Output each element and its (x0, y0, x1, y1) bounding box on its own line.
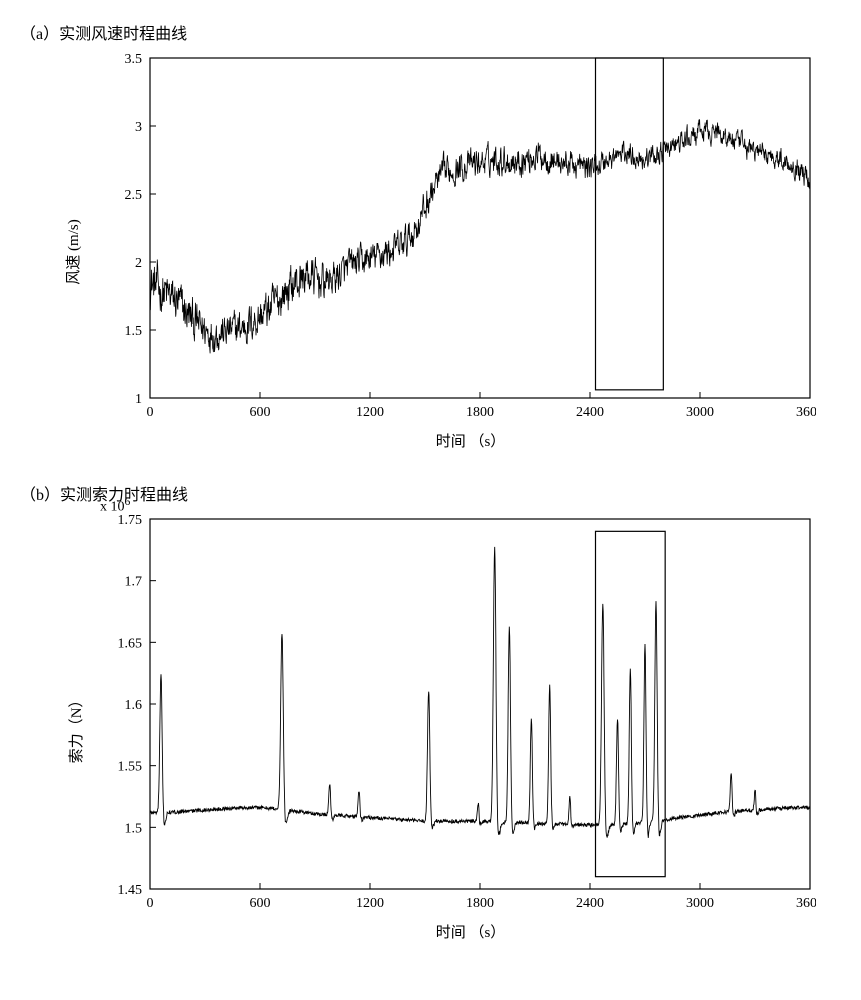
svg-text:3600: 3600 (796, 405, 816, 420)
svg-text:0: 0 (147, 896, 154, 911)
svg-text:1.55: 1.55 (118, 760, 143, 775)
svg-text:2: 2 (135, 256, 142, 271)
svg-text:1.6: 1.6 (125, 698, 143, 713)
svg-text:1200: 1200 (356, 896, 384, 911)
chart-b-svg: 0 600 1200 1800 2400 3000 3600 1.45 1.5 1.55 1.6 1.… (100, 513, 816, 917)
chart-b-ylabel: 索力（N） (65, 692, 86, 763)
svg-text:1: 1 (135, 392, 142, 407)
chart-a-svg: 0 600 1200 1800 2400 3000 3600 1 1.5 2 2.5 3 3.5 (100, 52, 816, 426)
chart-b: x 106 索力（N） 0600120018002400300036001.45… (100, 513, 841, 942)
svg-text:3: 3 (135, 120, 142, 135)
svg-text:1.45: 1.45 (118, 883, 143, 898)
svg-text:1.5: 1.5 (125, 821, 143, 836)
svg-text:3000: 3000 (686, 896, 714, 911)
chart-b-multiplier: x 106 (100, 495, 130, 516)
svg-text:3000: 3000 (686, 405, 714, 420)
svg-text:1800: 1800 (466, 896, 494, 911)
svg-text:1200: 1200 (356, 405, 384, 420)
svg-text:1.5: 1.5 (125, 324, 143, 339)
chart-b-xlabel: 时间 （s） (100, 921, 841, 942)
chart-a: 风速 (m/s) 06001200180024003000360011.522.… (100, 52, 841, 451)
svg-text:1.65: 1.65 (118, 636, 143, 651)
svg-text:1.7: 1.7 (125, 575, 143, 590)
svg-text:1800: 1800 (466, 405, 494, 420)
chart-a-xlabel: 时间 （s） (100, 430, 841, 451)
chart-a-ylabel: 风速 (m/s) (62, 219, 83, 284)
svg-text:0: 0 (147, 405, 154, 420)
svg-text:600: 600 (250, 896, 271, 911)
svg-text:2400: 2400 (576, 896, 604, 911)
svg-text:3.5: 3.5 (125, 52, 143, 67)
panel-a-label: （a）实测风速时程曲线 (20, 20, 841, 44)
panel-b-label: （b）实测索力时程曲线 (20, 481, 841, 505)
svg-text:2400: 2400 (576, 405, 604, 420)
svg-text:600: 600 (250, 405, 271, 420)
svg-text:2.5: 2.5 (125, 188, 143, 203)
svg-text:3600: 3600 (796, 896, 816, 911)
